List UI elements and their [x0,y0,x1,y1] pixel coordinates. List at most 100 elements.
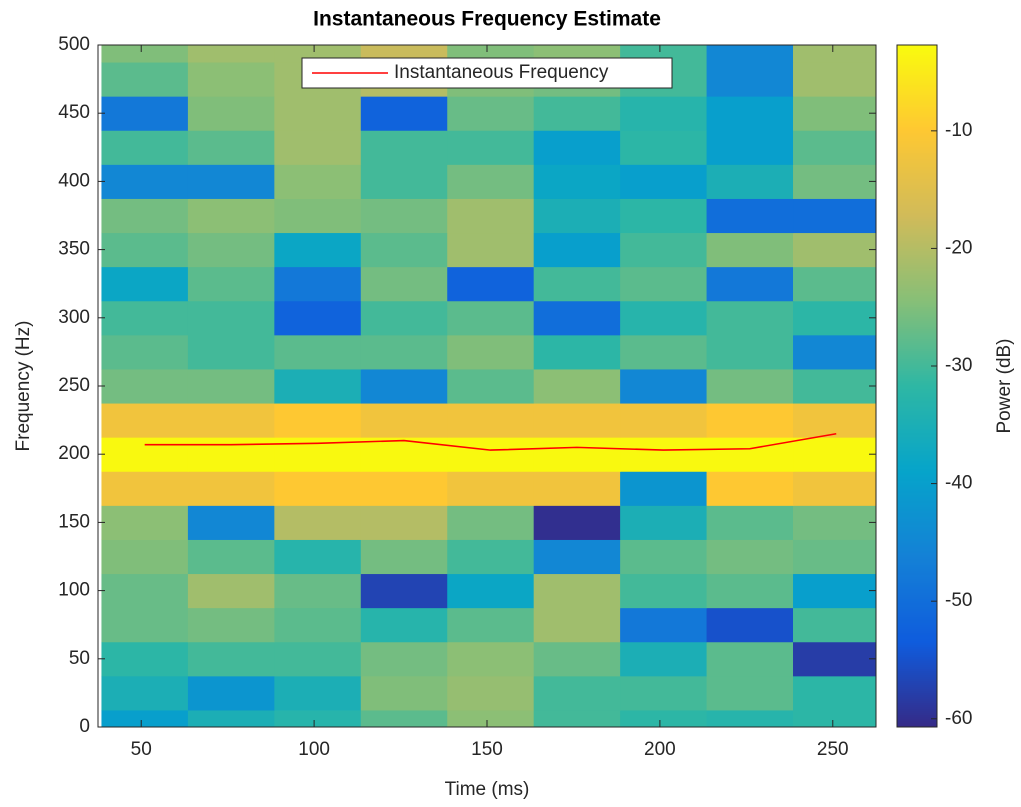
heatmap-cell [447,675,535,711]
heatmap-cell [533,573,621,609]
colorbar-segment [897,443,937,446]
colorbar-segment [897,563,937,566]
colorbar-segment [897,439,937,442]
colorbar-segment [897,155,937,158]
colorbar-segment [897,373,937,376]
colorbar-segment [897,519,937,522]
y-tick-label: 150 [58,511,90,532]
colorbar-segment [897,267,937,270]
colorbar-segment [897,695,937,698]
colorbar-segment [897,365,937,368]
heatmap-cell [533,130,621,165]
colorbar-segment [897,643,937,646]
colorbar-segment [897,211,937,214]
colorbar-segment [897,197,937,200]
heatmap-cell [793,573,877,609]
heatmap-cell [533,266,621,302]
colorbar-segment [897,717,937,720]
colorbar-segment [897,153,937,156]
colorbar-segment [897,677,937,680]
heatmap-cell [360,709,448,728]
heatmap-cell [447,96,535,131]
colorbar-segment [897,497,937,500]
chart-title: Instantaneous Frequency Estimate [313,8,661,31]
y-tick-label: 300 [58,307,90,328]
colorbar-segment [897,539,937,542]
heatmap-cell [793,300,877,336]
heatmap-cell [187,334,275,370]
colorbar-segment [897,339,937,342]
colorbar-segment [897,215,937,218]
heatmap-cell [706,607,794,643]
heatmap-cell [274,130,362,165]
colorbar-segment [897,617,937,620]
colorbar-segment [897,335,937,338]
heatmap-cell [706,334,794,370]
colorbar-segment [897,49,937,52]
colorbar-segment [897,383,937,386]
colorbar-segment [897,251,937,254]
colorbar-segment [897,139,937,142]
colorbar-segment [897,419,937,422]
heatmap-cell [793,539,877,575]
colorbar-segment [897,53,937,56]
colorbar-segment [897,653,937,656]
colorbar-segment [897,145,937,148]
colorbar-segment [897,559,937,562]
colorbar-segment [897,399,937,402]
colorbar-segment [897,435,937,438]
heatmap-cell [274,334,362,370]
heatmap-cell [706,641,794,677]
colorbar-segment [897,371,937,374]
heatmap-cell [101,709,189,728]
colorbar-segment [897,667,937,670]
colorbar-segment [897,547,937,550]
colorbar-segment [897,715,937,718]
heatmap-cell [187,130,275,165]
colorbar-segment [897,297,937,300]
heatmap-cell [447,334,535,370]
colorbar-segment [897,343,937,346]
colorbar-segment [897,523,937,526]
heatmap-cell [101,437,189,472]
colorbar-segment [897,65,937,68]
heatmap-cell [101,675,189,711]
colorbar-segment [897,143,937,146]
heatmap-cell [360,198,448,234]
heatmap-cell [101,164,189,199]
heatmap-cell [533,709,621,728]
colorbar-segment [897,199,937,202]
heatmap-cell [187,368,275,404]
colorbar-segment [897,397,937,400]
colorbar-segment [897,55,937,58]
y-tick-label: 450 [58,102,90,123]
colorbar-segment [897,291,937,294]
y-tick-label: 350 [58,239,90,260]
colorbar-segment [897,495,937,498]
heatmap-cell [274,96,362,131]
colorbar-segment [897,315,937,318]
heatmap-cell [620,403,708,438]
heatmap-cell [706,709,794,728]
colorbar-segment [897,243,937,246]
heatmap-cell [447,232,535,268]
heatmap-cell [187,266,275,302]
colorbar-segment [897,503,937,506]
heatmap-cell [533,96,621,131]
colorbar-segment [897,323,937,326]
colorbar-segment [897,517,937,520]
heatmap-cell [101,96,189,131]
heatmap-cell [101,232,189,268]
heatmap-cell [447,471,535,506]
heatmap-cell [447,539,535,575]
colorbar-segment [897,647,937,650]
colorbar-segment [897,479,937,482]
heatmap-cell [274,539,362,575]
colorbar-segment [897,235,937,238]
colorbar-segment [897,241,937,244]
heatmap-cell [274,403,362,438]
colorbar-segment [897,337,937,340]
colorbar-segment [897,105,937,108]
colorbar-segment [897,193,937,196]
colorbar-segment [897,541,937,544]
